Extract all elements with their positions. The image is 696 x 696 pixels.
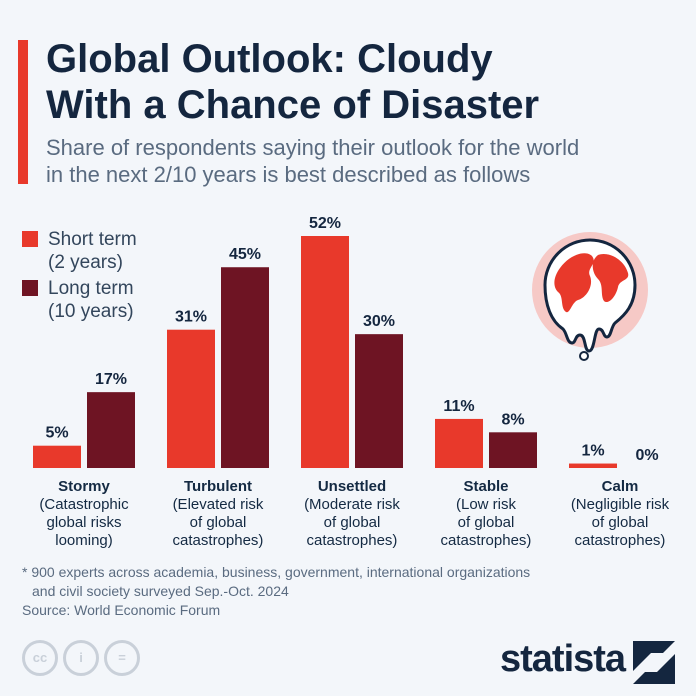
- statista-logo[interactable]: statista: [500, 638, 626, 680]
- legend-swatch-short: [22, 231, 38, 247]
- category-description: global risks: [46, 514, 122, 531]
- category-description: looming): [55, 532, 113, 549]
- melting-globe-icon: [532, 232, 648, 361]
- category-description: of global: [591, 514, 649, 531]
- category-description: (Catastrophic: [39, 496, 129, 513]
- category-label: Calm (Negligible risk of global catastrophe…: [553, 478, 687, 550]
- no-derivatives-icon[interactable]: =: [104, 640, 140, 676]
- chart-subtitle: Share of respondents saying their outloo…: [46, 134, 579, 188]
- legend-swatch-long: [22, 280, 38, 296]
- bar-short-unsettled: [301, 236, 349, 468]
- category-name: Turbulent: [183, 478, 253, 495]
- category-description: catastrophes): [306, 532, 398, 549]
- bar-long-stormy: [87, 392, 135, 468]
- subtitle-line: in the next 2/10 years is best described…: [46, 162, 531, 187]
- data-label: 0%: [635, 447, 658, 464]
- category-description: (Negligible risk: [570, 496, 670, 513]
- attribution-icon[interactable]: i: [63, 640, 99, 676]
- data-label: 31%: [175, 309, 207, 326]
- footnote-line: * 900 experts across academia, business,…: [22, 564, 531, 580]
- category-label: Turbulent (Elevated risk of global catastro…: [151, 478, 285, 550]
- category-name: Calm: [601, 478, 639, 495]
- chart-title: Global Outlook: Cloudy With a Chance of …: [46, 36, 539, 128]
- data-label: 52%: [309, 215, 341, 232]
- category-description: of global: [323, 514, 381, 531]
- category-description: catastrophes): [172, 532, 264, 549]
- bar-long-unsettled: [355, 334, 403, 468]
- bar-short-stormy: [33, 445, 81, 468]
- title-accent-bar: [18, 40, 28, 184]
- bar-short-calm: [569, 463, 617, 468]
- legend-item-short: Short term (2 years): [22, 228, 137, 274]
- legend-label: (10 years): [48, 301, 134, 322]
- data-label: 17%: [95, 371, 127, 388]
- category-description: catastrophes): [440, 532, 532, 549]
- data-label: 45%: [229, 246, 261, 263]
- title-line: Global Outlook: Cloudy: [46, 37, 493, 81]
- legend-label: (2 years): [48, 252, 123, 273]
- legend: Short term (2 years) Long term (10 years): [22, 228, 137, 326]
- category-name: Stable: [463, 478, 509, 495]
- source: Source: World Economic Forum: [22, 602, 221, 618]
- category-description: of global: [189, 514, 247, 531]
- bar-long-stable: [489, 432, 537, 468]
- data-label: 8%: [501, 411, 524, 428]
- data-label: 5%: [45, 425, 68, 442]
- data-label: 11%: [443, 398, 474, 415]
- subtitle-line: Share of respondents saying their outloo…: [46, 135, 580, 160]
- category-label: Stable (Low risk of global catastrophes): [419, 478, 553, 550]
- bar-short-stable: [435, 418, 483, 468]
- category-name: Unsettled: [317, 478, 387, 495]
- statista-logo-mark-icon: [633, 641, 675, 684]
- category-name: Stormy: [58, 478, 110, 495]
- category-description: (Elevated risk: [172, 496, 264, 513]
- data-label: 30%: [363, 313, 395, 330]
- cc-license-icon[interactable]: cc: [22, 640, 58, 676]
- title-line: With a Chance of Disaster: [46, 83, 540, 127]
- data-label: 1%: [581, 443, 604, 460]
- footnote-line: and civil society surveyed Sep.-Oct. 202…: [32, 583, 289, 599]
- legend-item-long: Long term (10 years): [22, 277, 137, 323]
- legend-label: Short term: [48, 229, 137, 250]
- legend-label: Long term: [48, 278, 134, 299]
- category-description: (Low risk: [455, 496, 516, 513]
- category-description: (Moderate risk: [304, 496, 400, 513]
- category-description: catastrophes): [574, 532, 666, 549]
- bar-long-turbulent: [221, 267, 269, 468]
- bar-short-turbulent: [167, 329, 215, 468]
- category-label: Unsettled (Moderate risk of global catastro…: [285, 478, 419, 550]
- category-description: of global: [457, 514, 515, 531]
- footnote: * 900 experts across academia, business,…: [22, 563, 530, 601]
- category-label: Stormy (Catastrophic global risks looming): [17, 478, 151, 550]
